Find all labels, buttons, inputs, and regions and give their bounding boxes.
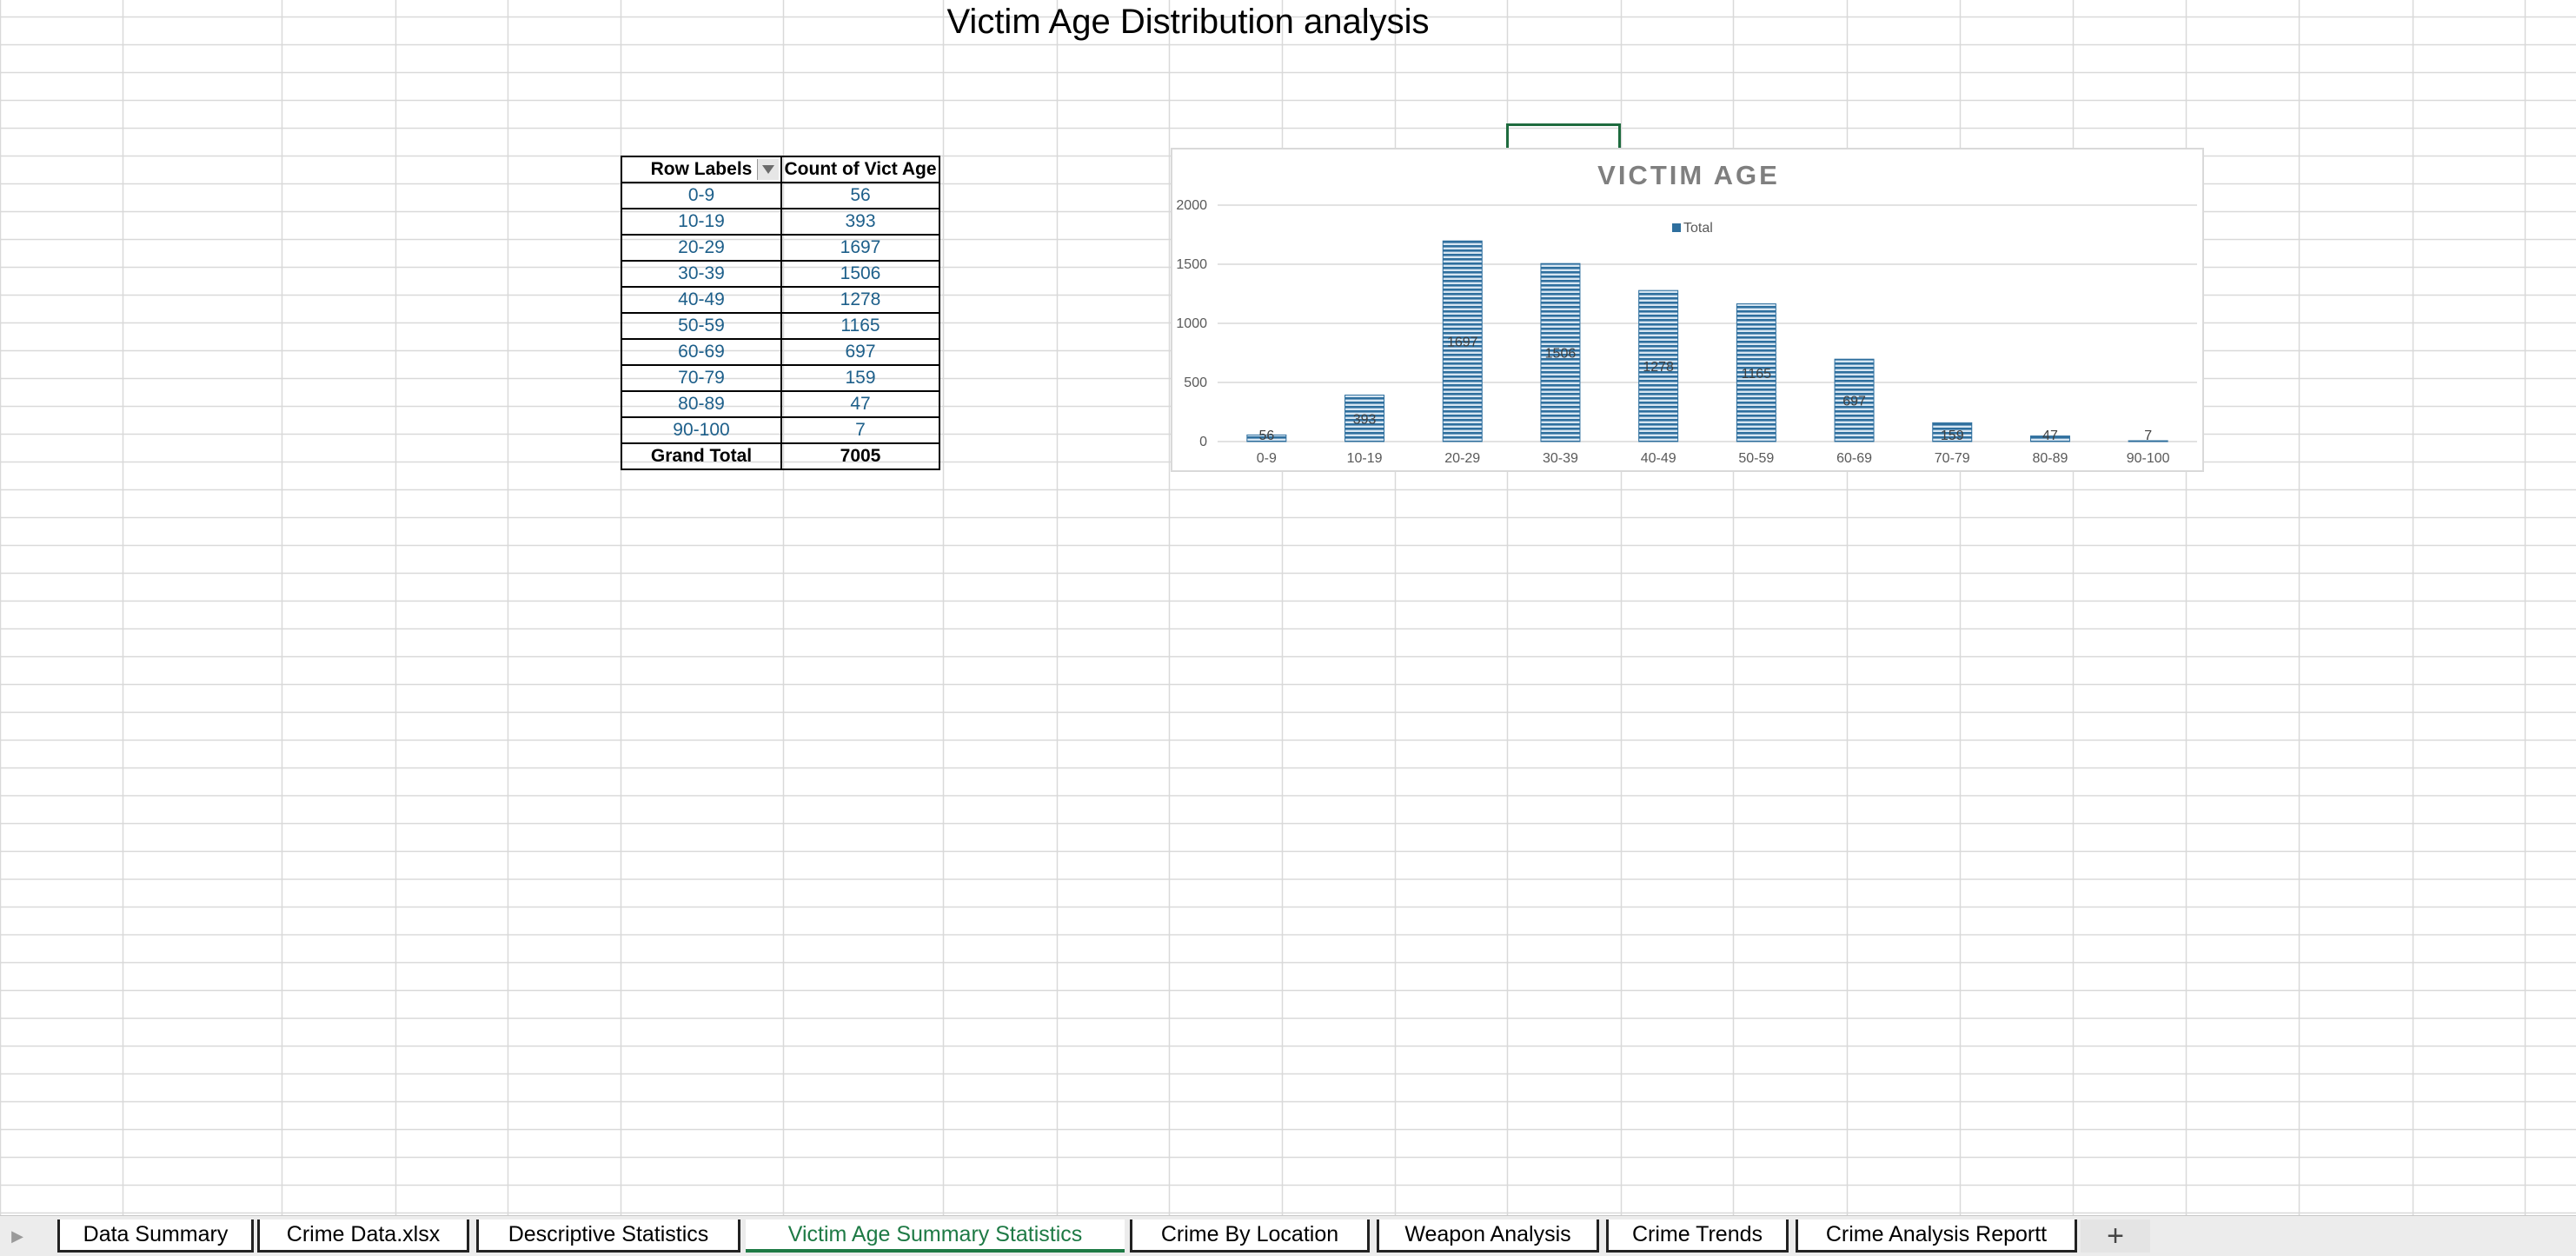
x-tick-label: 90-100 bbox=[2127, 451, 2170, 466]
x-tick-label: 40-49 bbox=[1641, 451, 1676, 466]
pivot-header-row: Row Labels Count of Vict Age bbox=[621, 156, 940, 183]
x-tick-label: 60-69 bbox=[1836, 451, 1872, 466]
chart-bar[interactable] bbox=[2128, 440, 2168, 442]
chart-title: VICTIM AGE bbox=[1597, 160, 1780, 190]
x-tick-label: 20-29 bbox=[1444, 451, 1480, 466]
chart-bar[interactable] bbox=[1246, 434, 1287, 442]
bar-data-label: 697 bbox=[1842, 395, 1866, 409]
pivot-row-count[interactable]: 56 bbox=[780, 182, 940, 209]
pivot-row: 0-9 56 bbox=[621, 182, 940, 209]
selected-cell[interactable] bbox=[1506, 123, 1621, 148]
pivot-row: 70-79 159 bbox=[621, 364, 940, 392]
tab-crime-data[interactable]: Crime Data.xlsx bbox=[257, 1219, 469, 1253]
x-tick-label: 50-59 bbox=[1738, 451, 1774, 466]
pivot-row-count[interactable]: 1697 bbox=[780, 234, 940, 262]
pivot-row-count[interactable]: 1278 bbox=[780, 286, 940, 314]
pivot-row-label[interactable]: 90-100 bbox=[621, 416, 782, 444]
pivot-row-label[interactable]: 20-29 bbox=[621, 234, 782, 262]
pivot-header-count[interactable]: Count of Vict Age bbox=[780, 156, 940, 183]
pivot-row-label[interactable]: 50-59 bbox=[621, 312, 782, 340]
pivot-header-row-labels[interactable]: Row Labels bbox=[621, 156, 782, 183]
pivot-row-label[interactable]: 30-39 bbox=[621, 260, 782, 288]
victim-age-chart[interactable]: VICTIM AGE Total 0 500 1000 1500 2000 56 0-9 39… bbox=[1171, 148, 2204, 472]
pivot-row: 50-59 1165 bbox=[621, 312, 940, 340]
plus-icon[interactable]: + bbox=[2081, 1219, 2150, 1253]
pivot-row-count[interactable]: 7 bbox=[780, 416, 940, 444]
tab-data-summary[interactable]: Data Summary bbox=[57, 1219, 254, 1253]
pivot-total-value[interactable]: 7005 bbox=[780, 442, 940, 470]
tab-weapon-analysis[interactable]: Weapon Analysis bbox=[1377, 1219, 1599, 1253]
pivot-row-count[interactable]: 393 bbox=[780, 208, 940, 236]
pivot-row: 20-29 1697 bbox=[621, 234, 940, 262]
pivot-table[interactable]: Row Labels Count of Vict Age 0-9 56 10-19… bbox=[621, 156, 940, 470]
pivot-row: 10-19 393 bbox=[621, 208, 940, 236]
sheet-tab-bar: ▶ Data Summary Crime Data.xlsx Descripti… bbox=[0, 1215, 2576, 1256]
x-tick-label: 80-89 bbox=[2032, 451, 2068, 466]
pivot-total-row: Grand Total 7005 bbox=[621, 442, 940, 470]
pivot-row-label[interactable]: 70-79 bbox=[621, 364, 782, 392]
pivot-row-count[interactable]: 697 bbox=[780, 338, 940, 366]
pivot-row-label[interactable]: 80-89 bbox=[621, 390, 782, 418]
chart-bar[interactable] bbox=[1442, 240, 1483, 442]
x-tick-label: 0-9 bbox=[1257, 451, 1277, 466]
pivot-row-label[interactable]: 40-49 bbox=[621, 286, 782, 314]
chart-legend: Total bbox=[1672, 221, 1713, 236]
page-title[interactable]: Victim Age Distribution analysis bbox=[946, 3, 1430, 41]
y-tick-label: 1500 bbox=[1176, 257, 1207, 272]
pivot-total-label[interactable]: Grand Total bbox=[621, 442, 782, 470]
pivot-row-label[interactable]: 10-19 bbox=[621, 208, 782, 236]
chart-bar[interactable] bbox=[1344, 395, 1385, 442]
chart-canvas: VICTIM AGE Total 0 500 1000 1500 2000 56 0-9 39… bbox=[1176, 160, 2197, 466]
chart-bar[interactable] bbox=[1834, 358, 1875, 442]
bar-data-label: 1165 bbox=[1742, 367, 1772, 382]
tab-crime-analysis-report[interactable]: Crime Analysis Reportt bbox=[1796, 1219, 2077, 1253]
tab-descriptive-statistics[interactable]: Descriptive Statistics bbox=[476, 1219, 740, 1253]
tab-crime-by-location[interactable]: Crime By Location bbox=[1130, 1219, 1370, 1253]
pivot-row-label[interactable]: 0-9 bbox=[621, 182, 782, 209]
bar-data-label: 393 bbox=[1353, 412, 1377, 427]
chart-bar[interactable] bbox=[1736, 303, 1776, 442]
y-tick-label: 2000 bbox=[1176, 198, 1207, 213]
pivot-row-count[interactable]: 1165 bbox=[780, 312, 940, 340]
y-tick-label: 1000 bbox=[1176, 316, 1207, 331]
pivot-row-count[interactable]: 47 bbox=[780, 390, 940, 418]
legend-swatch bbox=[1672, 223, 1681, 232]
tab-victim-age-summary-statistics[interactable]: Victim Age Summary Statistics bbox=[746, 1219, 1125, 1253]
bar-data-label: 47 bbox=[2042, 429, 2058, 443]
bar-data-label: 159 bbox=[1941, 429, 1964, 443]
bar-data-label: 56 bbox=[1258, 429, 1274, 443]
chart-bar[interactable] bbox=[1540, 262, 1581, 442]
pivot-row: 90-100 7 bbox=[621, 416, 940, 444]
pivot-row: 60-69 697 bbox=[621, 338, 940, 366]
pivot-row: 80-89 47 bbox=[621, 390, 940, 418]
bar-data-label: 1697 bbox=[1447, 336, 1478, 350]
chart-bar[interactable] bbox=[1932, 422, 1973, 442]
chart-bar[interactable] bbox=[2029, 435, 2070, 442]
legend-label: Total bbox=[1683, 221, 1713, 236]
bar-data-label: 1506 bbox=[1545, 347, 1577, 362]
pivot-row-count[interactable]: 159 bbox=[780, 364, 940, 392]
tab-crime-trends[interactable]: Crime Trends bbox=[1606, 1219, 1789, 1253]
x-tick-label: 70-79 bbox=[1935, 451, 1970, 466]
chart-bar[interactable] bbox=[1638, 289, 1679, 442]
bar-data-label: 1278 bbox=[1643, 360, 1674, 375]
play-right-icon[interactable]: ▶ bbox=[11, 1226, 23, 1245]
bar-data-label: 7 bbox=[2144, 429, 2152, 443]
y-tick-label: 0 bbox=[1199, 435, 1207, 449]
pivot-row: 30-39 1506 bbox=[621, 260, 940, 288]
pivot-row-label[interactable]: 60-69 bbox=[621, 338, 782, 366]
plot-area: 0 500 1000 1500 2000 56 0-9 393 10-19 1697 20-29 15… bbox=[1176, 198, 2197, 466]
pivot-row: 40-49 1278 bbox=[621, 286, 940, 314]
pivot-header-row-labels-text: Row Labels bbox=[650, 159, 753, 179]
y-tick-label: 500 bbox=[1184, 375, 1207, 390]
pivot-row-count[interactable]: 1506 bbox=[780, 260, 940, 288]
x-tick-label: 30-39 bbox=[1543, 451, 1578, 466]
dropdown-filter-icon[interactable] bbox=[757, 159, 779, 180]
x-tick-label: 10-19 bbox=[1347, 451, 1383, 466]
